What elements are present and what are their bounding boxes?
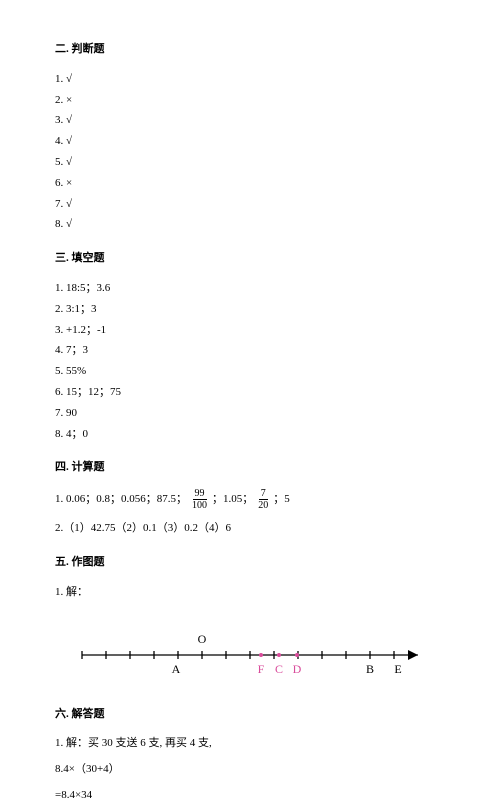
s3-item: 1. 18:5；3.6 [55,279,445,299]
frac-den: 100 [190,500,209,511]
s2-item: 7. √ [55,195,445,215]
s2-item: 2. × [55,91,445,111]
svg-text:O: O [198,632,207,646]
s2-item: 5. √ [55,153,445,173]
section-3-list: 1. 18:5；3.6 2. 3:1；3 3. +1.2；-1 4. 7；3 5… [55,279,445,444]
frac-num: 99 [193,488,207,500]
section-2-list: 1. √ 2. × 3. √ 4. √ 5. √ 6. × 7. √ 8. √ [55,70,445,235]
calc-text: ；5 [273,490,290,510]
svg-text:C: C [275,662,283,676]
svg-text:F: F [258,662,265,676]
s2-item: 3. √ [55,111,445,131]
frac-num: 7 [259,488,268,500]
fraction: 7 20 [256,488,270,511]
s3-item: 5. 55% [55,362,445,382]
s3-item: 7. 90 [55,404,445,424]
svg-text:E: E [394,662,401,676]
s3-item: 4. 7；3 [55,341,445,361]
number-line-figure: O A FCD B E [55,625,445,683]
svg-text:D: D [293,662,302,676]
s2-item: 4. √ [55,132,445,152]
s2-item: 8. √ [55,215,445,235]
calc-text: 1. 0.06；0.8；0.056；87.5； [55,490,187,510]
fraction: 99 100 [190,488,209,511]
s4-line2: 2.（1）42.75（2）0.1（3）0.2（4）6 [55,519,445,539]
s3-item: 2. 3:1；3 [55,300,445,320]
calc-text: ；1.05； [212,490,253,510]
s3-item: 8. 4；0 [55,425,445,445]
section-3-title: 三. 填空题 [55,249,445,269]
section-6-title: 六. 解答题 [55,705,445,725]
s2-item: 1. √ [55,70,445,90]
s3-item: 6. 15；12；75 [55,383,445,403]
section-2-title: 二. 判断题 [55,40,445,60]
s4-line1: 1. 0.06；0.8；0.056；87.5； 99 100 ；1.05； 7 … [55,488,445,511]
s6-line: 8.4×（30+4） [55,760,445,780]
svg-text:A: A [172,662,181,676]
s5-item1: 1. 解： [55,583,445,603]
s6-line: =8.4×34 [55,786,445,806]
s2-item: 6. × [55,174,445,194]
svg-text:B: B [366,662,374,676]
frac-den: 20 [256,500,270,511]
s6-line: 1. 解：买 30 支送 6 支, 再买 4 支, [55,734,445,754]
section-5-title: 五. 作图题 [55,553,445,573]
s3-item: 3. +1.2；-1 [55,321,445,341]
section-4-title: 四. 计算题 [55,458,445,478]
